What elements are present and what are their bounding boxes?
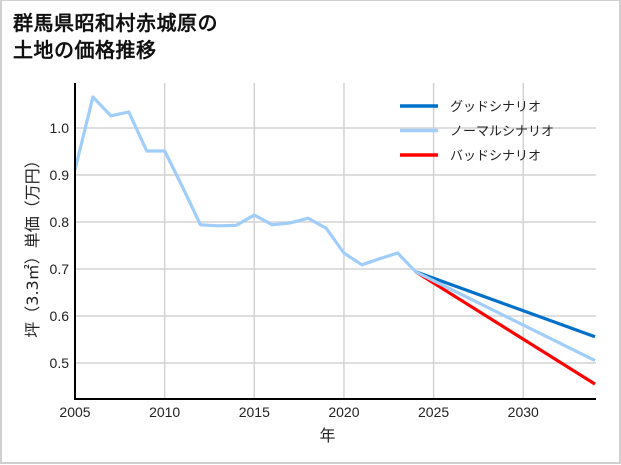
series-line-normal — [73, 95, 596, 363]
x-tick-label: 2010 — [149, 404, 180, 420]
y-tick-label: 1.0 — [50, 120, 70, 136]
x-tick-label: 2025 — [418, 404, 449, 420]
chart-title: 群馬県昭和村赤城原の 土地の価格推移 — [13, 10, 218, 64]
series-line-good — [415, 270, 596, 339]
chart-title-line1: 群馬県昭和村赤城原の — [13, 11, 218, 35]
x-tick-label: 2030 — [508, 404, 539, 420]
x-tick-label: 2020 — [328, 404, 359, 420]
legend-label: グッドシナリオ — [450, 100, 541, 115]
x-axis-label: 年 — [319, 426, 335, 445]
x-tick-label: 2005 — [59, 404, 90, 420]
legend-label: バッドシナリオ — [450, 149, 541, 164]
y-tick-label: 0.5 — [50, 355, 70, 371]
grid — [75, 83, 596, 399]
y-tick-label: 0.6 — [50, 308, 70, 324]
y-tick-label: 0.7 — [50, 261, 70, 277]
x-tick-label: 2015 — [239, 404, 270, 420]
chart-title-line2: 土地の価格推移 — [13, 38, 157, 62]
y-axis-label: 坪（3.3㎡）単価（万円） — [23, 152, 42, 337]
y-tick-label: 0.8 — [50, 214, 70, 230]
series-line-bad — [414, 270, 596, 386]
y-tick-label: 0.9 — [50, 167, 70, 183]
legend-label: ノーマルシナリオ — [450, 125, 554, 140]
